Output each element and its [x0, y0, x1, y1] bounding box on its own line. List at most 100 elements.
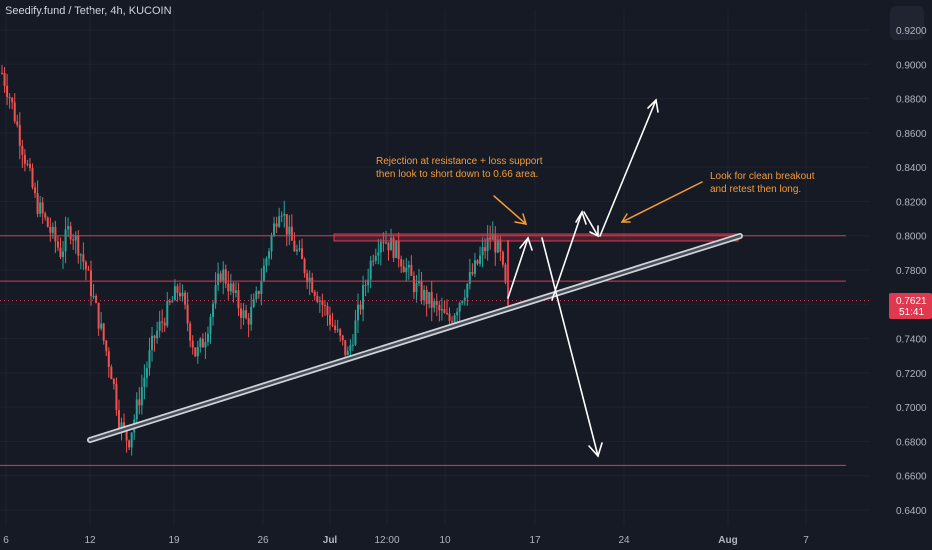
candle-body: [117, 410, 120, 428]
candle-body: [173, 286, 176, 301]
price-tick-label: 0.9200: [896, 26, 927, 37]
candle-body: [374, 255, 377, 261]
candle-body: [186, 304, 189, 324]
candle-body: [425, 290, 428, 304]
candle-body: [72, 239, 75, 241]
candle-body: [219, 273, 222, 281]
candle-body: [51, 226, 54, 233]
candle-body: [336, 329, 339, 331]
candle-body: [16, 121, 19, 126]
candle-body: [440, 309, 443, 311]
candle-body: [466, 283, 469, 298]
candle-body: [494, 234, 497, 253]
candle-body: [181, 292, 184, 297]
candle-body: [69, 226, 72, 240]
candle-body: [443, 309, 446, 313]
candle-body: [415, 283, 418, 293]
candle-body: [428, 292, 431, 304]
time-tick-label: 6: [3, 535, 9, 546]
candle-body: [102, 323, 105, 341]
current-price-label: 0.7621: [896, 296, 927, 307]
candle-body: [402, 266, 405, 273]
candle-series: [1, 65, 509, 456]
price-axis[interactable]: 0.9200 0.9000 0.8800 0.8600 0.8400 0.8200 0.80…: [896, 26, 927, 517]
price-tick-label: 0.7800: [896, 266, 927, 277]
candle-body: [140, 387, 143, 406]
candle-body: [204, 342, 207, 348]
candle-body: [435, 301, 438, 305]
candle-body: [311, 277, 314, 292]
candle-body: [491, 234, 494, 240]
candle-body: [369, 260, 372, 280]
candle-body: [262, 265, 265, 282]
candle-body: [420, 281, 423, 301]
candle-body: [240, 308, 243, 318]
candle-body: [372, 260, 375, 262]
candle-body: [67, 226, 70, 230]
candle-body: [6, 85, 9, 98]
candle-body: [178, 292, 181, 297]
candle-body: [217, 273, 220, 286]
candle-body: [255, 291, 258, 300]
candle-body: [484, 247, 487, 251]
candle-body: [278, 216, 281, 227]
candle-body: [423, 290, 426, 301]
chart-title: Seedify.fund / Tether, 4h, KUCOIN: [5, 5, 172, 17]
left-note-pointer: [493, 195, 527, 225]
price-tick-label: 0.8800: [896, 95, 927, 106]
candle-body: [28, 164, 31, 169]
candle-body: [112, 379, 115, 385]
candle-body: [232, 283, 235, 293]
price-tick-label: 0.8600: [896, 129, 927, 140]
time-tick-label: 19: [168, 535, 180, 546]
candle-body: [44, 213, 47, 218]
short-down-arrow: [541, 237, 599, 457]
tradingview-logo-icon[interactable]: [890, 6, 924, 40]
price-tick-label: 0.8200: [896, 197, 927, 208]
candle-body: [306, 273, 309, 283]
candle-body: [451, 320, 454, 323]
candle-body: [257, 291, 260, 295]
candle-body: [8, 97, 11, 99]
candle-body: [242, 310, 245, 318]
candle-body: [252, 299, 255, 307]
resistance-zone: [333, 233, 739, 242]
candle-body: [23, 154, 26, 164]
time-tick-label: Aug: [718, 535, 737, 546]
price-tick-label: 0.6400: [896, 506, 927, 517]
candle-body: [453, 315, 456, 323]
candle-body: [486, 237, 489, 251]
candle-body: [224, 269, 227, 284]
candle-body: [64, 229, 67, 252]
time-tick-label: Jul: [323, 535, 338, 546]
candle-body: [316, 295, 319, 302]
candle-body: [354, 320, 357, 345]
candle-body: [194, 347, 197, 357]
price-tick-label: 0.7400: [896, 335, 927, 346]
price-tick-label: 0.7000: [896, 403, 927, 414]
candle-body: [331, 324, 334, 326]
candle-body: [334, 325, 337, 331]
candle-body: [356, 304, 359, 321]
candle-body: [234, 290, 237, 293]
candle-body: [499, 239, 502, 252]
retest-down-arrow: [583, 211, 599, 237]
time-axis[interactable]: 6 12 19 26 Jul 12:00 10 17 24 Aug 7: [3, 535, 809, 546]
price-tick-label: 0.8400: [896, 163, 927, 174]
candle-body: [11, 97, 14, 103]
candle-body: [344, 340, 347, 356]
candle-body: [163, 322, 166, 326]
candle-body: [245, 310, 248, 319]
projection-arrows: [507, 98, 659, 458]
candle-body: [351, 344, 354, 346]
price-tick-label: 0.7200: [896, 369, 927, 380]
candle-body: [273, 223, 276, 236]
candle-body: [247, 318, 250, 325]
candle-body: [77, 235, 80, 256]
candle-body: [496, 239, 499, 253]
price-tick-label: 0.9000: [896, 60, 927, 71]
candle-body: [290, 226, 293, 241]
candle-body: [410, 264, 413, 276]
candle-body: [293, 240, 296, 252]
